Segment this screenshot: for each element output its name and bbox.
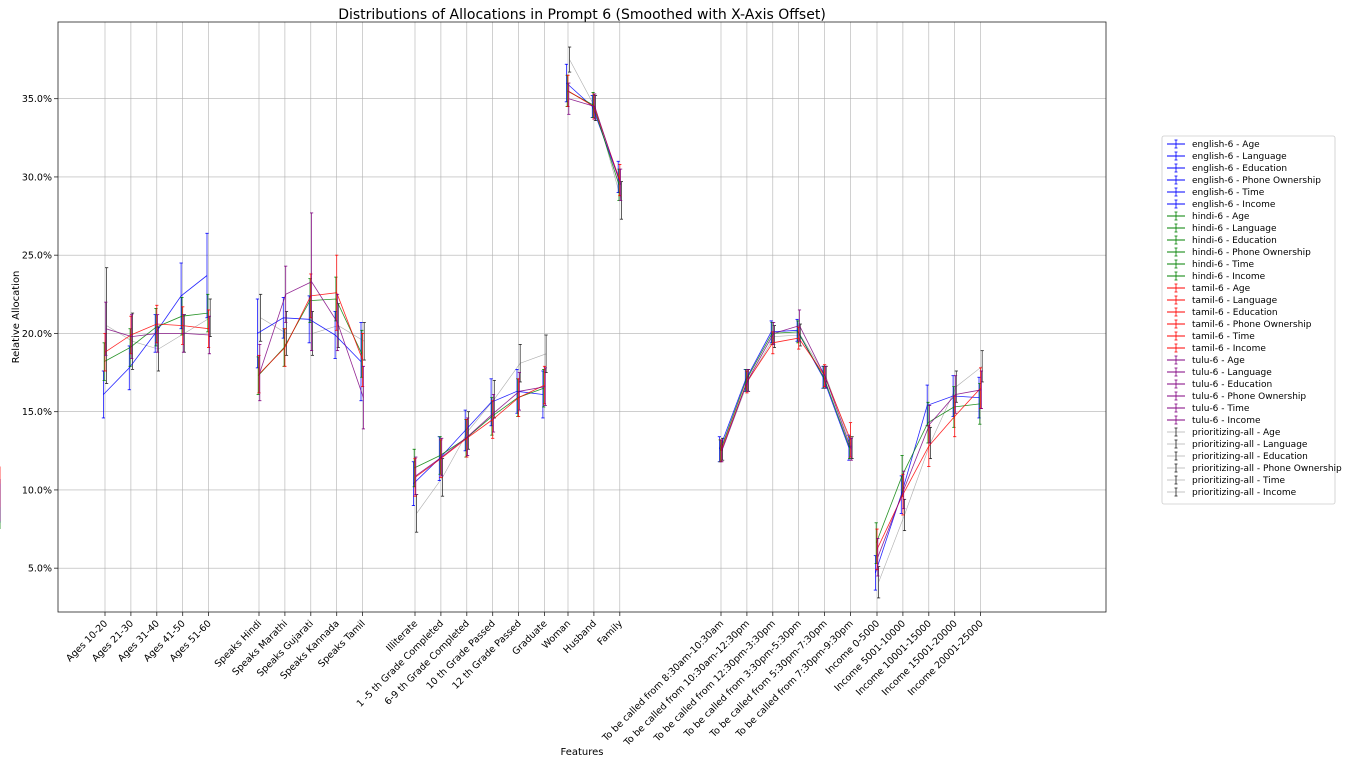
series-line-prioritizing-all-education [416, 353, 547, 514]
series-line-hindi-6-time [719, 331, 851, 451]
series-line-hindi-6-education [414, 387, 544, 469]
legend: english-6 - Age english-6 - Language engli… [1161, 135, 1342, 505]
legend-item: tulu-6 - Language [1167, 367, 1272, 378]
legend-label: hindi-6 - Phone Ownership [1192, 248, 1311, 258]
legend-item: tulu-6 - Time [1167, 403, 1250, 414]
x-axis-label: Features [561, 747, 604, 758]
legend-label: prioritizing-all - Time [1192, 476, 1286, 486]
y-tick-label: 15.0% [22, 407, 52, 418]
legend-item: prioritizing-all - Education [1167, 451, 1308, 462]
y-axis-ticks: 5.0% 10.0% 15.0% 20.0% 25.0% 30.0% 35.0% [22, 94, 58, 575]
legend-label: english-6 - Time [1192, 188, 1265, 198]
legend-label: prioritizing-all - Income [1192, 488, 1297, 498]
x-tick-label: Family [596, 618, 626, 648]
legend-label: prioritizing-all - Education [1192, 452, 1308, 462]
legend-label: tulu-6 - Time [1192, 404, 1250, 414]
legend-label: english-6 - Phone Ownership [1192, 176, 1321, 186]
legend-label: tamil-6 - Language [1192, 296, 1278, 306]
legend-label: hindi-6 - Education [1192, 236, 1277, 246]
legend-label: tamil-6 - Phone Ownership [1192, 320, 1312, 330]
y-tick-label: 10.0% [22, 485, 52, 496]
legend-item: english-6 - Time [1167, 187, 1265, 198]
plot-area-frame [57, 21, 1107, 613]
series-line-prioritizing-all-phone-ownership [569, 59, 622, 201]
legend-item: hindi-6 - Age [1167, 211, 1250, 222]
legend-label: tamil-6 - Time [1192, 332, 1255, 342]
legend-label: english-6 - Income [1192, 200, 1276, 210]
legend-item: hindi-6 - Education [1167, 235, 1277, 246]
legend-item: hindi-6 - Language [1167, 223, 1277, 234]
y-tick-label: 25.0% [22, 251, 52, 262]
legend-item: hindi-6 - Time [1167, 259, 1255, 270]
legend-label: tamil-6 - Income [1192, 344, 1266, 354]
legend-label: hindi-6 - Income [1192, 272, 1266, 282]
y-axis-label: Relative Allocation [11, 271, 22, 364]
legend-label: tulu-6 - Education [1192, 380, 1272, 390]
legend-item: tamil-6 - Education [1167, 307, 1278, 318]
legend-label: hindi-6 - Language [1192, 224, 1277, 234]
legend-item: tamil-6 - Language [1167, 295, 1278, 306]
legend-item: prioritizing-all - Language [1167, 439, 1308, 450]
legend-label: prioritizing-all - Phone Ownership [1192, 464, 1342, 474]
y-tick-label: 35.0% [22, 94, 52, 105]
legend-item: prioritizing-all - Phone Ownership [1167, 463, 1342, 474]
legend-item: english-6 - Phone Ownership [1167, 175, 1321, 186]
legend-label: english-6 - Education [1192, 164, 1287, 174]
legend-label: tulu-6 - Language [1192, 368, 1272, 378]
series-line-tulu-6-education [415, 386, 546, 477]
legend-item: tamil-6 - Age [1167, 283, 1251, 294]
legend-label: tamil-6 - Education [1192, 308, 1278, 318]
legend-label: hindi-6 - Time [1192, 260, 1255, 270]
legend-item: prioritizing-all - Income [1167, 487, 1297, 498]
y-tick-label: 5.0% [28, 564, 52, 575]
legend-item: prioritizing-all - Age [1167, 427, 1281, 438]
series-line-english-6-education [413, 390, 543, 484]
series-line-prioritizing-all-income [878, 366, 983, 583]
legend-label: tulu-6 - Phone Ownership [1192, 392, 1306, 402]
legend-item: english-6 - Age [1167, 139, 1260, 150]
chart-title: Distributions of Allocations in Prompt 6… [338, 7, 826, 23]
series-line-tulu-6-time [721, 325, 852, 451]
y-tick-label: 20.0% [22, 329, 52, 340]
legend-item: tamil-6 - Income [1167, 343, 1266, 354]
series-lines [0, 46, 984, 599]
legend-frame [1161, 135, 1336, 505]
series-line-prioritizing-all-time [722, 334, 853, 450]
legend-label: hindi-6 - Age [1192, 212, 1250, 222]
grid-lines [58, 22, 1106, 612]
legend-item: english-6 - Education [1167, 163, 1287, 174]
legend-item: english-6 - Language [1167, 151, 1287, 162]
legend-label: tulu-6 - Income [1192, 416, 1261, 426]
legend-item: hindi-6 - Phone Ownership [1167, 247, 1311, 258]
legend-item: prioritizing-all - Time [1167, 475, 1286, 486]
series-line-english-6-time [719, 329, 850, 450]
legend-item: hindi-6 - Income [1167, 271, 1266, 282]
y-tick-label: 30.0% [22, 172, 52, 183]
legend-label: tulu-6 - Age [1192, 356, 1245, 366]
legend-label: english-6 - Age [1192, 140, 1260, 150]
legend-item: tulu-6 - Income [1167, 415, 1261, 426]
legend-item: english-6 - Income [1167, 199, 1276, 210]
legend-item: tulu-6 - Phone Ownership [1167, 391, 1306, 402]
legend-item: tamil-6 - Phone Ownership [1167, 319, 1312, 330]
series-line-tamil-6-education [414, 384, 545, 478]
x-tick-label: Speaks Tamil [316, 618, 367, 669]
legend-item: tulu-6 - Age [1167, 355, 1245, 366]
legend-label: english-6 - Language [1192, 152, 1287, 162]
legend-label: prioritizing-all - Language [1192, 440, 1308, 450]
legend-label: tamil-6 - Age [1192, 284, 1251, 294]
legend-item: tulu-6 - Education [1167, 379, 1272, 390]
legend-label: prioritizing-all - Age [1192, 428, 1281, 438]
legend-item: tamil-6 - Time [1167, 331, 1255, 342]
